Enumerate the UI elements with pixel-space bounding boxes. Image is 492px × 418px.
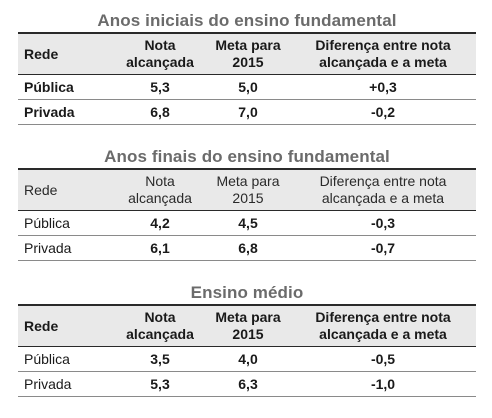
results-table: Rede Nota alcançada Meta para 2015 Diferen…: [18, 304, 476, 397]
header-diferenca: Diferença entre nota alcançada e a meta: [290, 33, 476, 75]
cell-diferenca: -0,7: [290, 235, 476, 261]
header-diferenca-line2: alcançada e a meta: [319, 326, 447, 342]
header-diferenca: Diferença entre nota alcançada e a meta: [290, 305, 476, 347]
header-diferenca-line2: alcançada e a meta: [319, 54, 447, 70]
table-row: Pública 4,2 4,5 -0,3: [18, 210, 476, 236]
cell-nota: 6,1: [114, 235, 206, 261]
cell-rede: Privada: [18, 371, 114, 397]
table-row: Privada 6,1 6,8 -0,7: [18, 235, 476, 261]
cell-nota: 5,3: [114, 371, 206, 397]
table-row: Pública 3,5 4,0 -0,5: [18, 346, 476, 372]
cell-meta: 6,3: [206, 371, 290, 397]
section-anos-finais: Anos finais do ensino fundamental Rede N…: [18, 146, 476, 261]
cell-diferenca: -1,0: [290, 371, 476, 397]
cell-nota: 3,5: [114, 346, 206, 372]
cell-rede: Pública: [18, 210, 114, 236]
cell-rede: Privada: [18, 99, 114, 125]
cell-rede: Pública: [18, 74, 114, 100]
results-table: Rede Nota alcançada Meta para 2015 Diferen…: [18, 32, 476, 125]
header-rede: Rede: [24, 45, 59, 62]
header-meta-line1: Meta para: [215, 37, 281, 53]
cell-rede: Privada: [18, 235, 114, 261]
cell-meta: 4,5: [206, 210, 290, 236]
header-meta: Meta para 2015: [206, 305, 290, 347]
header-nota-line1: Nota: [144, 309, 176, 325]
header-nota: Nota alcançada: [114, 33, 206, 75]
header-meta: Meta para 2015: [206, 33, 290, 75]
header-diferenca-line1: Diferença entre nota: [315, 309, 451, 325]
header-meta-line2: 2015: [232, 326, 264, 342]
cell-nota: 4,2: [114, 210, 206, 236]
header-nota: Nota alcançada: [114, 169, 206, 211]
section-title: Anos iniciais do ensino fundamental: [97, 11, 397, 30]
table-row: Privada 6,8 7,0 -0,2: [18, 99, 476, 125]
header-meta-line2: 2015: [232, 54, 264, 70]
header-diferenca-line1: Diferença entre nota: [319, 173, 447, 189]
header-meta-line1: Meta para: [215, 309, 281, 325]
header-nota-line2: alcançada: [128, 190, 192, 206]
cell-diferenca: -0,3: [290, 210, 476, 236]
header-rede: Rede: [24, 181, 58, 198]
cell-nota: 5,3: [114, 74, 206, 100]
header-nota-line1: Nota: [144, 37, 176, 53]
header-nota-line2: alcançada: [126, 326, 194, 342]
section-title: Ensino médio: [190, 283, 304, 302]
cell-diferenca: +0,3: [290, 74, 476, 100]
section-ensino-medio: Ensino médio Rede Nota alcançada Meta par…: [18, 282, 476, 397]
header-diferenca-line2: alcançada e a meta: [321, 190, 445, 206]
cell-meta: 5,0: [206, 74, 290, 100]
table-header-row: Rede Nota alcançada Meta para 2015 Diferen…: [18, 305, 476, 347]
table-header-row: Rede Nota alcançada Meta para 2015 Diferen…: [18, 33, 476, 75]
header-meta-line1: Meta para: [216, 173, 280, 189]
header-nota-line1: Nota: [145, 173, 175, 189]
results-table: Rede Nota alcançada Meta para 2015 Diferen…: [18, 168, 476, 261]
cell-diferenca: -0,5: [290, 346, 476, 372]
header-meta: Meta para 2015: [206, 169, 290, 211]
header-diferenca: Diferença entre nota alcançada e a meta: [290, 169, 476, 211]
header-nota: Nota alcançada: [114, 305, 206, 347]
header-meta-line2: 2015: [232, 190, 264, 206]
section-title: Anos finais do ensino fundamental: [104, 147, 390, 166]
header-rede: Rede: [24, 317, 59, 334]
table-row: Pública 5,3 5,0 +0,3: [18, 74, 476, 100]
cell-nota: 6,8: [114, 99, 206, 125]
cell-rede: Pública: [18, 346, 114, 372]
table-row: Privada 5,3 6,3 -1,0: [18, 371, 476, 397]
header-diferenca-line1: Diferença entre nota: [315, 37, 451, 53]
table-header-row: Rede Nota alcançada Meta para 2015 Diferen…: [18, 169, 476, 211]
cell-meta: 7,0: [206, 99, 290, 125]
section-anos-iniciais: Anos iniciais do ensino fundamental Rede…: [18, 10, 476, 125]
cell-meta: 4,0: [206, 346, 290, 372]
cell-diferenca: -0,2: [290, 99, 476, 125]
cell-meta: 6,8: [206, 235, 290, 261]
header-nota-line2: alcançada: [126, 54, 194, 70]
